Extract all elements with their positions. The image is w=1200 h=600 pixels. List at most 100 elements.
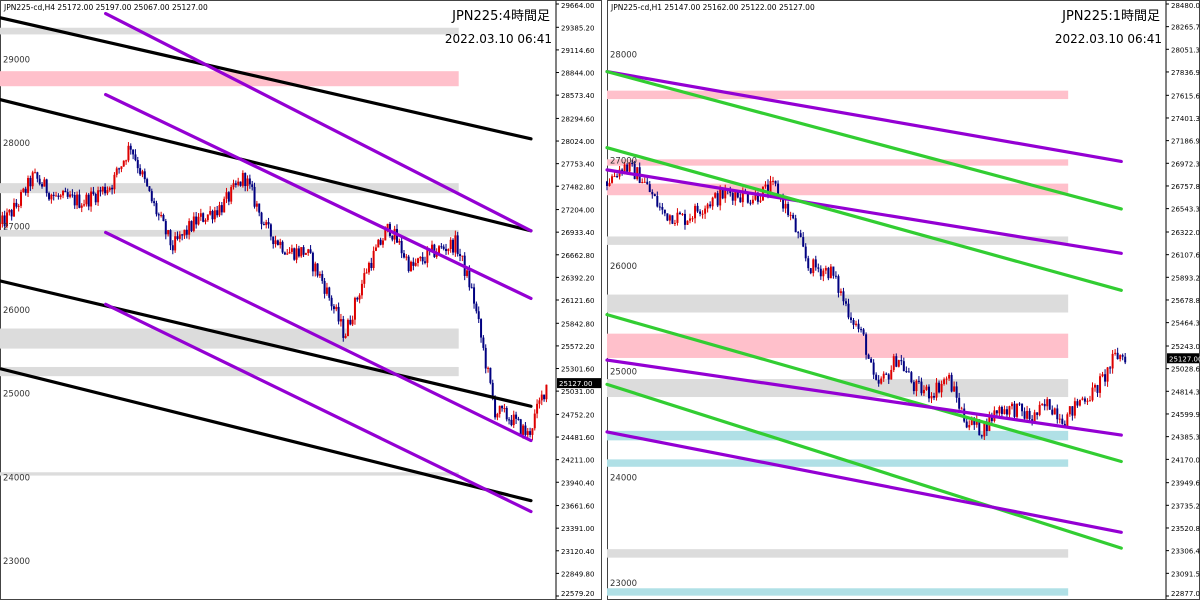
right-tick-label-9: 27482.80: [561, 183, 594, 191]
candle-body-163: [379, 239, 382, 245]
candle-body-177: [1051, 409, 1054, 415]
candle-body-6: [13, 202, 16, 217]
line-green-5: [605, 313, 1123, 464]
candle-body-198: [461, 255, 464, 257]
candle-body-82: [812, 259, 815, 274]
candle-body-94: [842, 291, 845, 302]
candle-body-114: [892, 356, 895, 370]
candle-body-29: [678, 212, 681, 215]
candle-body-71: [784, 203, 787, 209]
candle-body-108: [251, 184, 254, 187]
candle-body-132: [307, 249, 310, 254]
right-tick-label-1: 29664.00: [561, 2, 594, 10]
candle-body-42: [97, 190, 100, 203]
right-tick-label-15: 25842.80: [561, 320, 594, 328]
candle-body-14: [641, 181, 644, 184]
candle-body-5: [10, 210, 13, 217]
candle-body-73: [789, 214, 792, 216]
candle-body-126: [293, 248, 296, 260]
candle-body-69: [160, 215, 163, 217]
candle-body-151: [351, 319, 354, 325]
candle-body-61: [759, 200, 762, 202]
candle-body-194: [1094, 385, 1097, 388]
candle-body-205: [477, 311, 480, 320]
chart-datetime: 2022.03.10 06:41: [445, 32, 552, 46]
candle-body-65: [769, 180, 772, 195]
candle-body-23: [663, 209, 666, 214]
candle-body-129: [300, 247, 303, 257]
candle-body-74: [171, 245, 174, 251]
price-label: 25127.00: [1169, 355, 1200, 363]
candle-body-187: [1076, 401, 1079, 406]
left-tick-label-3: 27000: [3, 223, 30, 233]
chart-panel-1: 29000 28000 27000 26000 25000 24000 23000 29664…: [0, 0, 602, 600]
candle-body-172: [1038, 404, 1041, 415]
candle-body-113: [890, 369, 893, 380]
candle-body-152: [353, 297, 356, 320]
right-tick-label-3: 28051.30: [1171, 46, 1200, 54]
zone-pink-2: [607, 159, 1069, 166]
candle-body-154: [358, 295, 361, 300]
candle-body-226: [526, 431, 529, 435]
candle-body-62: [143, 171, 146, 180]
right-tick-label-27: 22579.20: [561, 590, 594, 598]
candle-body-58: [134, 154, 137, 161]
chart-panel-2: 28000 27000 26000 25000 24000 23000 28480.00 28…: [605, 0, 1200, 600]
candle-body-179: [1056, 408, 1059, 420]
candle-body-68: [777, 183, 780, 197]
candle-body-231: [538, 400, 541, 404]
candle-body-153: [356, 297, 359, 300]
candle-body-37: [85, 194, 88, 205]
line-channel-6: [104, 92, 533, 301]
candle-body-12: [636, 167, 639, 180]
candle-body-99: [230, 187, 233, 202]
candle-body-193: [1091, 387, 1094, 401]
right-tick-label-7: 27186.90: [1171, 138, 1200, 146]
candle-body-155: [360, 283, 363, 296]
candle-body-104: [867, 354, 870, 359]
candle-body-134: [311, 252, 314, 272]
candle-body-180: [419, 256, 422, 259]
candle-body-185: [1071, 406, 1074, 416]
candle-body-31: [683, 213, 686, 225]
left-tick-label-6: 24000: [3, 473, 30, 483]
line-green-7: [605, 382, 1123, 550]
candle-body-98: [852, 319, 855, 325]
candle-body-25: [57, 195, 60, 197]
candle-body-128: [927, 386, 930, 399]
candle-body-175: [1046, 399, 1049, 407]
right-tick-label-20: 24385.30: [1171, 434, 1200, 442]
candle-body-181: [1061, 418, 1064, 424]
candle-body-105: [870, 358, 873, 363]
candle-body-122: [912, 382, 915, 392]
candle-body-168: [1028, 410, 1031, 420]
candle-body-19: [43, 179, 46, 187]
candle-body-150: [983, 421, 986, 437]
candle-body-171: [1036, 412, 1039, 415]
candle-body-151: [985, 421, 988, 432]
right-tick-label-10: 26543.30: [1171, 206, 1200, 214]
candle-body-138: [953, 386, 956, 392]
candle-body-70: [782, 196, 785, 209]
candle-body-191: [445, 248, 448, 252]
candle-body-110: [882, 373, 885, 379]
line-trend-2: [0, 97, 533, 233]
candle-body-127: [295, 248, 298, 260]
panel-divider: [601, 0, 607, 600]
right-tick-label-23: 23661.60: [561, 503, 594, 511]
candle-body-147: [975, 419, 978, 425]
zone-pink-3: [607, 183, 1069, 196]
right-tick-label-21: 24170.00: [1171, 456, 1200, 464]
candle-body-72: [167, 230, 170, 235]
candle-body-87: [824, 267, 827, 271]
candle-body-221: [515, 414, 518, 419]
candle-body-74: [792, 214, 795, 219]
right-tick-label-22: 23940.40: [561, 479, 594, 487]
candle-body-9: [20, 191, 23, 206]
candle-body-12: [27, 177, 30, 193]
candle-body-173: [1041, 403, 1044, 405]
candle-body-190: [1083, 398, 1086, 402]
candle-body-90: [832, 266, 835, 276]
zone-gray-4: [607, 236, 1069, 245]
candle-body-195: [454, 235, 457, 253]
